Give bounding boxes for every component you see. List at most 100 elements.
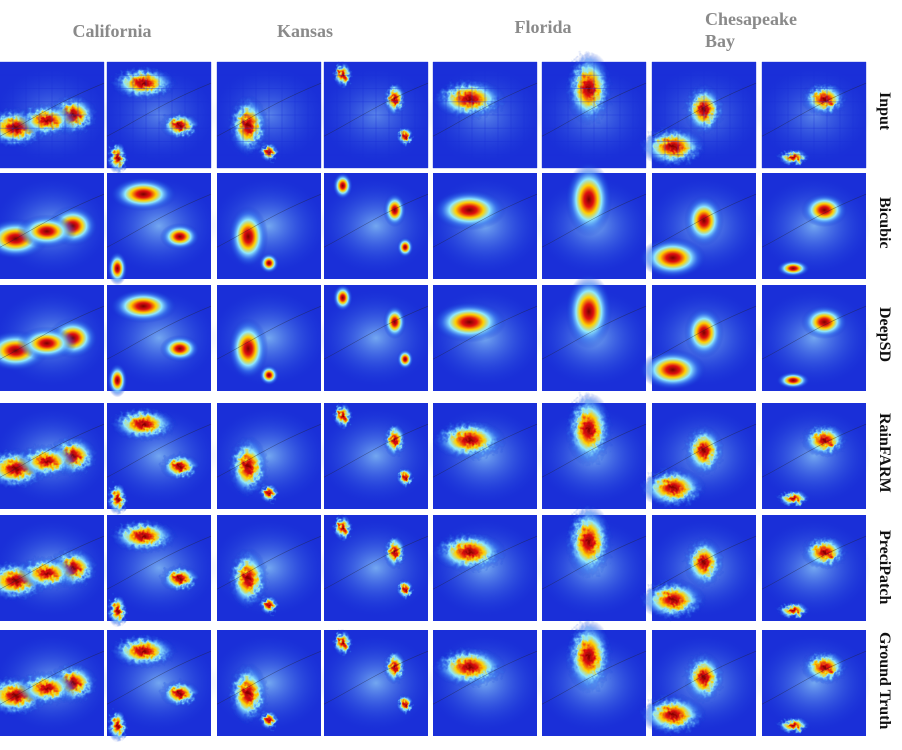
rain-blob <box>684 537 724 589</box>
rain-blob <box>801 650 848 685</box>
panel <box>756 173 870 279</box>
coastline <box>323 650 429 705</box>
coastline <box>106 650 212 705</box>
coastline <box>106 423 212 478</box>
rain-blob <box>332 402 353 430</box>
rain-blob <box>259 594 279 616</box>
coastline <box>323 82 429 137</box>
coastline <box>541 535 647 590</box>
coastline <box>651 305 757 360</box>
rain-blob <box>684 307 724 359</box>
panel <box>639 403 762 509</box>
coastline <box>761 650 867 705</box>
rain-blob <box>639 237 707 279</box>
panel <box>427 285 543 391</box>
rain-blob <box>801 535 848 570</box>
panel <box>318 629 434 736</box>
coastline <box>323 423 429 478</box>
panel <box>756 403 870 509</box>
panel <box>639 173 762 279</box>
coastline <box>216 650 322 705</box>
panel <box>427 403 543 509</box>
rain-blob <box>684 425 724 477</box>
rain-blob <box>16 214 77 249</box>
rain-blob <box>432 531 507 573</box>
coastline <box>651 193 757 248</box>
image-grid <box>0 51 870 743</box>
panel <box>211 285 327 391</box>
rain-blob <box>565 619 613 694</box>
panel <box>0 630 110 736</box>
panel <box>211 173 327 279</box>
rain-blob <box>396 467 414 488</box>
coastline <box>761 423 867 478</box>
panel <box>0 173 110 279</box>
rain-blob <box>107 140 128 175</box>
rain-blob <box>259 709 279 731</box>
panel <box>536 162 652 279</box>
rain-blob <box>259 141 279 163</box>
rain-blob <box>639 349 707 391</box>
rain-blob <box>332 514 353 542</box>
haze <box>756 290 870 386</box>
coastline <box>323 193 429 248</box>
coastline <box>0 650 105 705</box>
coastline <box>651 650 757 705</box>
coastline <box>0 305 105 360</box>
panel <box>427 630 543 736</box>
rain-blob <box>107 251 128 286</box>
panel <box>318 284 434 391</box>
rain-blob <box>684 652 724 704</box>
coastline <box>541 193 647 248</box>
rain-blob <box>776 371 810 389</box>
rain-blob <box>383 423 407 458</box>
column-label: Florida <box>514 17 572 37</box>
coastline <box>106 193 212 248</box>
coastline <box>0 193 105 248</box>
rain-blob <box>228 206 269 268</box>
panel <box>211 630 327 736</box>
rain-blob <box>383 650 407 685</box>
panel <box>0 61 110 169</box>
panel <box>427 173 543 279</box>
rain-blob <box>259 482 279 504</box>
panel <box>318 514 434 621</box>
rain-blob <box>432 419 507 461</box>
rain-blob <box>110 407 177 442</box>
rain-blob <box>228 663 269 725</box>
rain-blob <box>107 363 128 398</box>
coastline <box>0 423 105 478</box>
rain-blob <box>396 237 414 258</box>
panel <box>0 285 110 391</box>
panel <box>639 630 762 736</box>
coastline <box>432 82 538 137</box>
haze <box>756 408 870 504</box>
rain-blob <box>383 193 407 228</box>
rain-blob <box>159 453 200 481</box>
panel <box>756 285 870 391</box>
rain-blob <box>107 708 128 743</box>
rain-blob <box>110 289 177 324</box>
rain-blob <box>159 335 200 363</box>
row-label: Bicubic <box>876 197 893 249</box>
rain-blob <box>776 489 810 507</box>
coastline <box>216 305 322 360</box>
rain-blob <box>639 579 707 621</box>
rain-blob <box>565 51 613 126</box>
panel <box>0 403 110 509</box>
rain-blob <box>383 305 407 340</box>
rain-blob <box>801 423 848 458</box>
panel <box>536 51 652 169</box>
rain-blob <box>383 82 407 117</box>
rain-blob <box>332 284 353 312</box>
coastline <box>541 305 647 360</box>
rain-blob <box>383 535 407 570</box>
coastline <box>0 82 105 137</box>
rain-blob <box>776 716 810 734</box>
panel <box>639 61 762 169</box>
rain-blob <box>332 61 353 89</box>
rain-blob <box>801 82 848 117</box>
rain-blob <box>16 326 77 361</box>
panel <box>101 630 217 743</box>
